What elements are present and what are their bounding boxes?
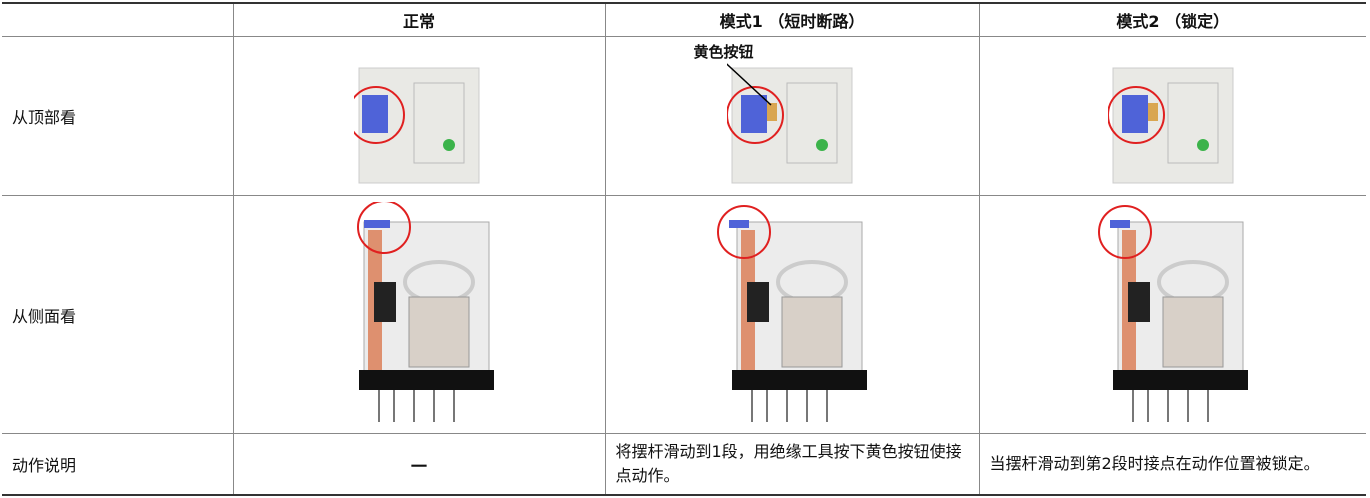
cell: － [232,433,606,496]
row: 动作说明 － 将摆杆滑动到1段，用绝缘工具按下黄色按钮使接点动作。 当摆杆滑动到… [2,433,1366,496]
image-cell: 黄色按钮 [604,36,980,196]
image-cell [978,195,1366,434]
relay-top-photo [354,67,480,183]
relay-side-photo [717,205,867,422]
highlight-circle [1107,85,1165,144]
image-cell [232,195,606,434]
led [443,138,455,151]
lever [362,94,388,133]
row-label: 从顶部看 [2,36,234,196]
callout-line [727,62,772,106]
contact [374,282,396,322]
relay-side-photo [1097,205,1248,422]
relay-side-photo [357,202,494,422]
lever [741,94,767,133]
label-print [786,82,838,163]
base [732,370,867,390]
cell: 当摆杆滑动到第2段时接点在动作位置被锁定。 [978,433,1366,496]
header-cell: 模式2 （锁定） [978,2,1366,37]
row-label: 从侧面看 [2,195,234,434]
lever [1109,220,1130,228]
yellow-button [1147,102,1158,121]
row: 从顶部看 黄色按钮 [2,36,1366,196]
label-print [1167,82,1219,163]
header-cell: 正常 [232,2,606,37]
header-cell: 模式1 （短时断路） [604,2,980,37]
highlight-circle [354,85,405,144]
lever [364,220,390,228]
row-label: 动作说明 [2,433,234,496]
coil [1162,296,1224,368]
coil [781,296,843,368]
led [1196,138,1209,151]
coil [408,296,470,368]
relay-top-photo [727,62,853,183]
led [816,138,828,151]
header-cell [2,2,234,37]
yellow-button [767,102,777,121]
lever [729,220,749,228]
image-cell [978,36,1366,196]
label-print [413,82,465,163]
relay-top-photo [1107,67,1234,183]
header-row: 正常 模式1 （短时断路） 模式2 （锁定） [2,2,1366,37]
base [359,370,494,390]
image-cell [604,195,980,434]
highlight-circle [727,85,784,144]
contact [1127,282,1150,322]
highlight-circle [357,202,411,254]
image-cell [232,36,606,196]
cell: 将摆杆滑动到1段，用绝缘工具按下黄色按钮使接点动作。 [604,433,980,496]
highlight-circle [1097,205,1152,259]
highlight-circle [717,205,771,259]
base [1112,370,1248,390]
lever [1121,94,1148,133]
callout-label: 黄色按钮 [693,43,754,61]
row: 从侧面看 [2,195,1366,434]
contact [747,282,769,322]
